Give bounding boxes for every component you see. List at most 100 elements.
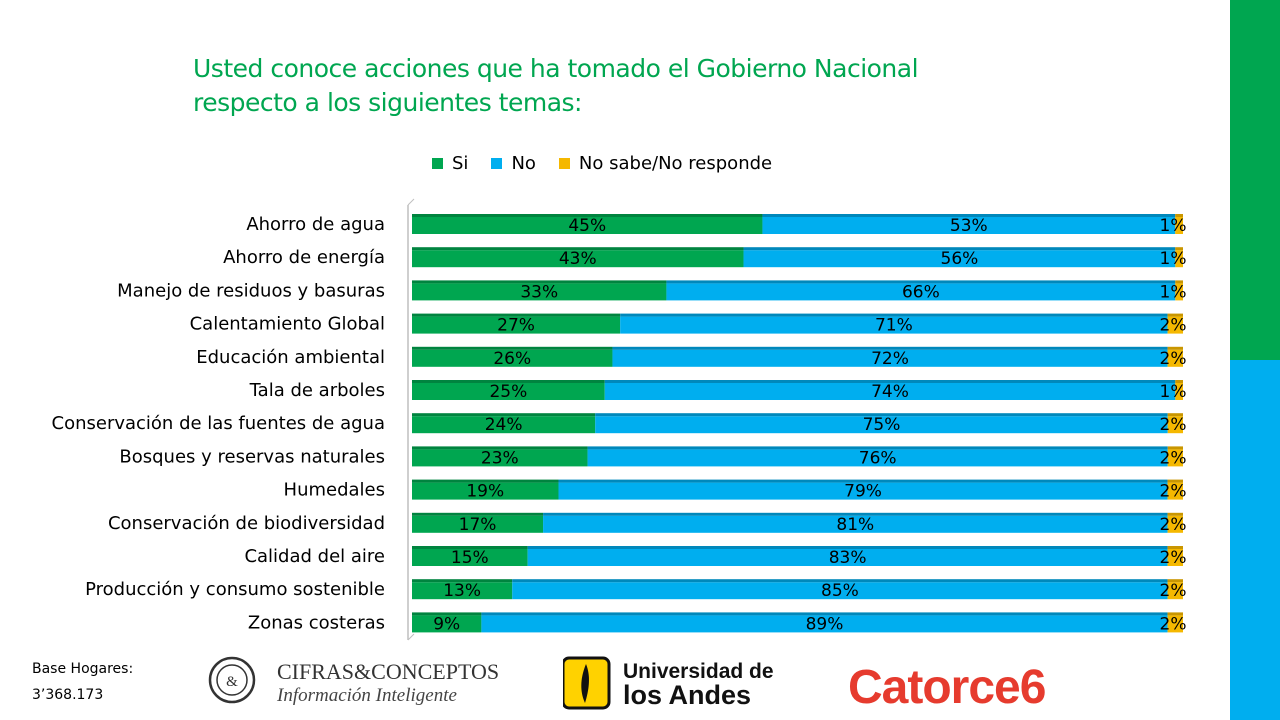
bar-segment-no (620, 316, 1168, 334)
axis-depth-line (407, 198, 415, 206)
cifras-conceptos-logo: & CIFRAS&CONCEPTOS Información Inteligen… (208, 656, 499, 706)
bar-segment-si (412, 217, 763, 234)
data-label: 53% (950, 216, 988, 236)
data-label: 26% (493, 349, 531, 369)
data-label: 85% (821, 581, 859, 601)
data-label: 24% (485, 415, 523, 435)
bar-segment-top (1175, 380, 1183, 383)
uniandes-emblem (581, 664, 589, 703)
category-label: Producción y consumo sostenible (85, 579, 385, 600)
data-label: 76% (859, 448, 897, 468)
logo-cifras-line1: CIFRAS&CONCEPTOS (277, 659, 499, 684)
logo-mark: & (226, 674, 238, 690)
chart-title: Usted conoce acciones que ha tomado el G… (193, 52, 1093, 120)
data-label: 79% (844, 482, 882, 502)
bar-segment-top (1167, 313, 1183, 317)
chart-legend: Si No No sabe/No responde (432, 153, 795, 174)
bar-segment-top (1167, 512, 1183, 516)
bar-segment-top (412, 346, 613, 350)
data-label: 74% (871, 382, 909, 402)
bar-segment-si (412, 449, 588, 467)
bar-segment-top (612, 346, 1168, 350)
logo-catorce6: Catorce6 (848, 661, 1045, 713)
bar-segment-top (412, 280, 667, 284)
bar-segment-top (1175, 247, 1183, 251)
bar-segment-si (412, 383, 605, 400)
bar-segment-ns (1167, 416, 1183, 434)
data-label: 75% (863, 415, 901, 435)
data-label: 2% (1160, 482, 1187, 502)
bar-segment-top (512, 579, 1168, 583)
bar-segment-top (412, 313, 621, 317)
data-label: 2% (1160, 448, 1187, 468)
bar-segment-top (412, 579, 513, 583)
bar-segment-si (412, 582, 513, 600)
data-label: 2% (1160, 349, 1187, 369)
logo-ring-inner (216, 664, 248, 696)
uniandes-logo: Universidad de los Andes (563, 656, 774, 710)
bar-segment-top (1167, 479, 1183, 483)
bar-segment-no (604, 383, 1176, 400)
base-note: Base Hogares: 3’368.173 (32, 656, 133, 708)
category-label: Calidad del aire (244, 546, 385, 567)
data-label: 83% (829, 548, 867, 568)
data-label: 27% (497, 316, 535, 336)
data-label: 1% (1160, 282, 1187, 302)
bar-segment-no (612, 349, 1168, 367)
data-label: 2% (1160, 316, 1187, 336)
legend-label-no: No (511, 153, 536, 174)
legend-label-si: Si (452, 153, 469, 174)
bar-segment-ns (1167, 316, 1183, 334)
category-label: Conservación de biodiversidad (108, 513, 385, 534)
logo-ring-outer (208, 656, 256, 704)
bar-segment-si (412, 349, 613, 367)
axis-depth-line (407, 633, 415, 641)
chart-title-line-2: respecto a los siguientes temas: (193, 88, 582, 117)
bar-segment-si (412, 482, 559, 500)
bar-segment-top (412, 512, 544, 516)
category-label: Zonas costeras (248, 612, 385, 633)
bar-segment-top (743, 247, 1176, 251)
legend-swatch-no (491, 158, 503, 169)
category-label: Educación ambiental (196, 347, 385, 368)
data-label: 17% (459, 515, 497, 535)
legend-item-si: Si (432, 153, 468, 174)
bar-segment-no (512, 582, 1168, 600)
bar-segment-ns (1167, 582, 1183, 600)
data-label: 71% (875, 316, 913, 336)
accent-bar-green (1230, 0, 1280, 360)
data-label: 2% (1160, 614, 1187, 634)
data-label: 19% (466, 482, 504, 502)
bar-segment-si (412, 250, 744, 268)
data-label: 13% (443, 581, 481, 601)
bar-segment-si (412, 416, 596, 434)
data-label: 2% (1160, 548, 1187, 568)
bar-segment-ns (1167, 482, 1183, 500)
bar-segment-no (595, 416, 1168, 434)
data-label: 2% (1160, 581, 1187, 601)
bar-segment-no (558, 482, 1168, 500)
category-label: Conservación de las fuentes de agua (52, 413, 386, 434)
bar-segment-top (1175, 214, 1183, 217)
bar-segment-top (1167, 346, 1183, 350)
bar-segment-no (743, 250, 1176, 268)
data-label: 9% (433, 614, 460, 634)
bar-segment-top (1175, 280, 1183, 284)
bar-segment-top (620, 313, 1168, 317)
category-label: Calentamiento Global (190, 314, 385, 335)
bar-segment-top (604, 380, 1176, 383)
bar-segment-ns (1175, 250, 1183, 268)
data-label: 23% (481, 448, 519, 468)
legend-swatch-ns (558, 158, 570, 169)
data-label: 33% (520, 282, 558, 302)
legend-label-ns: No sabe/No responde (578, 153, 773, 174)
data-label: 43% (559, 249, 597, 269)
logo-cifras-line2: Información Inteligente (276, 685, 457, 706)
bar-segment-ns (1175, 283, 1183, 301)
base-value: 3’368.173 (32, 687, 104, 703)
bar-segment-si (412, 549, 528, 566)
base-label: Base Hogares: (32, 661, 134, 677)
data-label: 2% (1160, 515, 1187, 535)
bar-segment-top (412, 612, 482, 616)
bar-segment-top (412, 247, 744, 251)
